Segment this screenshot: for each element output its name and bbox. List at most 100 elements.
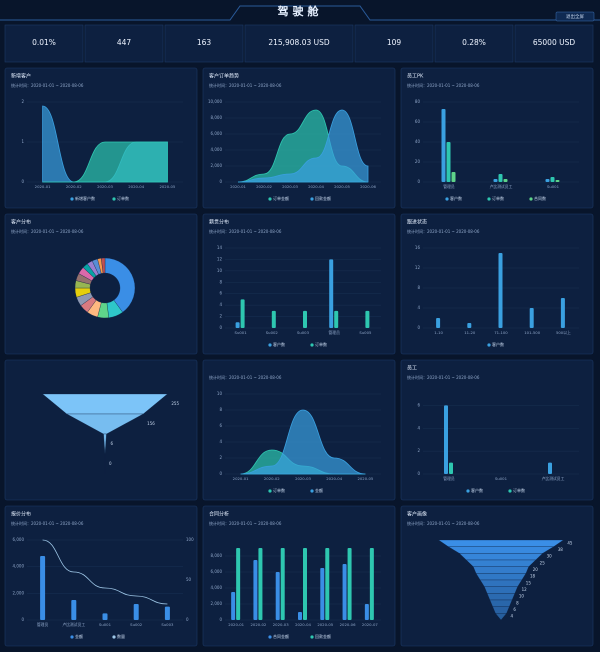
bar [467,323,472,328]
legend-swatch [268,489,272,493]
panel-title: 新增客户 [11,73,31,80]
bar [253,560,258,620]
y-tick-label: 6,000 [211,569,223,574]
panel-date: 统计时间：2020-01-01 ~ 2020-08-06 [11,520,84,526]
legend-label: 数量 [117,633,125,639]
legend-label: 金额 [75,633,83,639]
kpi-value: 0.01% [32,38,56,47]
funnel-label: 12 [522,587,528,592]
y-tick-label: 60 [415,119,421,124]
bar [298,612,302,620]
kpi-value: 215,908.03 USD [268,38,330,47]
bar [364,604,369,620]
funnel-label: 38 [558,547,564,552]
y-tick-label: 2 [219,455,222,460]
bar [365,310,370,328]
x-tick-label: 11-20 [464,330,476,335]
kpi-value: 0.28% [462,38,486,47]
bar [451,172,456,182]
panel-date: 统计时间：2020-01-01 ~ 2020-08-06 [209,82,282,88]
bar [303,310,307,328]
y-tick-label: 2,000 [13,590,25,595]
bar [271,310,276,328]
bar [40,556,46,620]
kpi-value: 447 [117,38,132,47]
x-tick-label: 500以上 [556,330,571,335]
x-tick-label: 卢比测试员工 [490,184,513,189]
y-tick-label: 8,000 [211,115,223,120]
y-tick-label: 8,000 [211,553,223,558]
bar [446,142,451,182]
panel-date: 统计时间：2020-01-01 ~ 2020-08-06 [209,228,282,234]
y-tick-label: 0 [417,179,420,184]
y-tick-label: 6,000 [211,131,223,136]
bar [529,308,534,328]
legend-swatch [310,635,314,639]
y-tick-label: 4 [219,439,222,444]
legend-label: 金额 [315,487,323,493]
x-tick-label: 2020-04 [128,184,144,189]
x-tick-label: 2020-01 [233,476,249,481]
x-tick-label: 2020-06 [360,184,376,189]
funnel-label: 6 [110,441,113,446]
bar [550,177,555,182]
bar [498,253,503,328]
panel-date: 统计时间：2020-01-01 ~ 2020-08-06 [209,520,282,526]
y-tick-label: 4 [417,305,420,310]
legend-label: 客户数 [492,341,504,347]
funnel-label: 6 [513,607,516,612]
y-tick-label: 16 [415,245,421,250]
bar [303,548,307,620]
bar [102,613,108,620]
y-tick-label: 0 [417,325,420,330]
bar [498,174,503,182]
y-tick-label: 2 [417,448,420,453]
panel-title: 员工PK [407,74,424,80]
y-tick-label: 4,000 [211,585,223,590]
x-tick-label: 2020-05 [317,622,333,627]
panel [202,505,396,647]
panel-title: 员工 [407,366,417,372]
funnel-label: 8 [516,600,519,605]
kpi-value: 163 [197,38,212,47]
bar [436,318,441,328]
panel-title: 报价分布 [11,511,31,518]
x-tick-label: Su003 [297,330,310,335]
funnel-step [438,539,564,547]
x-tick-label: Su003 [161,622,174,627]
funnel-label: 45 [567,540,573,545]
legend-swatch [310,343,314,347]
bar [325,548,330,620]
bar [236,548,241,620]
legend-label: 订单数 [315,341,327,347]
y-tick-label: 4 [417,425,420,430]
x-tick-label: 管理员 [37,622,49,627]
funnel-step [459,553,543,561]
x-tick-label: 2020-01 [35,184,51,189]
legend-label: 客户数 [471,487,483,493]
y-tick-label: 0 [219,325,222,330]
funnel-label: 255 [171,401,179,406]
legend-swatch [445,197,449,201]
exit-button[interactable] [555,11,595,22]
funnel-step [492,606,510,614]
legend-label: 订单数 [492,195,504,201]
legend-label: 合同金额 [273,633,289,639]
y-tick-label: 40 [415,139,421,144]
y-tick-label: 8 [219,279,222,284]
panel-date: 统计时间：2020-01-01 ~ 2020-08-06 [407,82,480,88]
exit-button-label[interactable]: 退出全屏 [566,13,584,20]
kpi-card [164,24,244,63]
legend-swatch [268,343,272,347]
legend-swatch [310,489,314,493]
panel-date: 统计时间：2020-01-01 ~ 2020-08-06 [407,228,480,234]
kpi-card [434,24,514,63]
x-tick-label: 101-500 [524,330,540,335]
bar [369,548,374,620]
panel-title: 籍贯分布 [209,219,229,226]
legend-swatch [466,489,470,493]
bar [240,299,245,328]
y-tick-label: 12 [415,265,421,270]
x-tick-label: 2020-03 [282,184,298,189]
